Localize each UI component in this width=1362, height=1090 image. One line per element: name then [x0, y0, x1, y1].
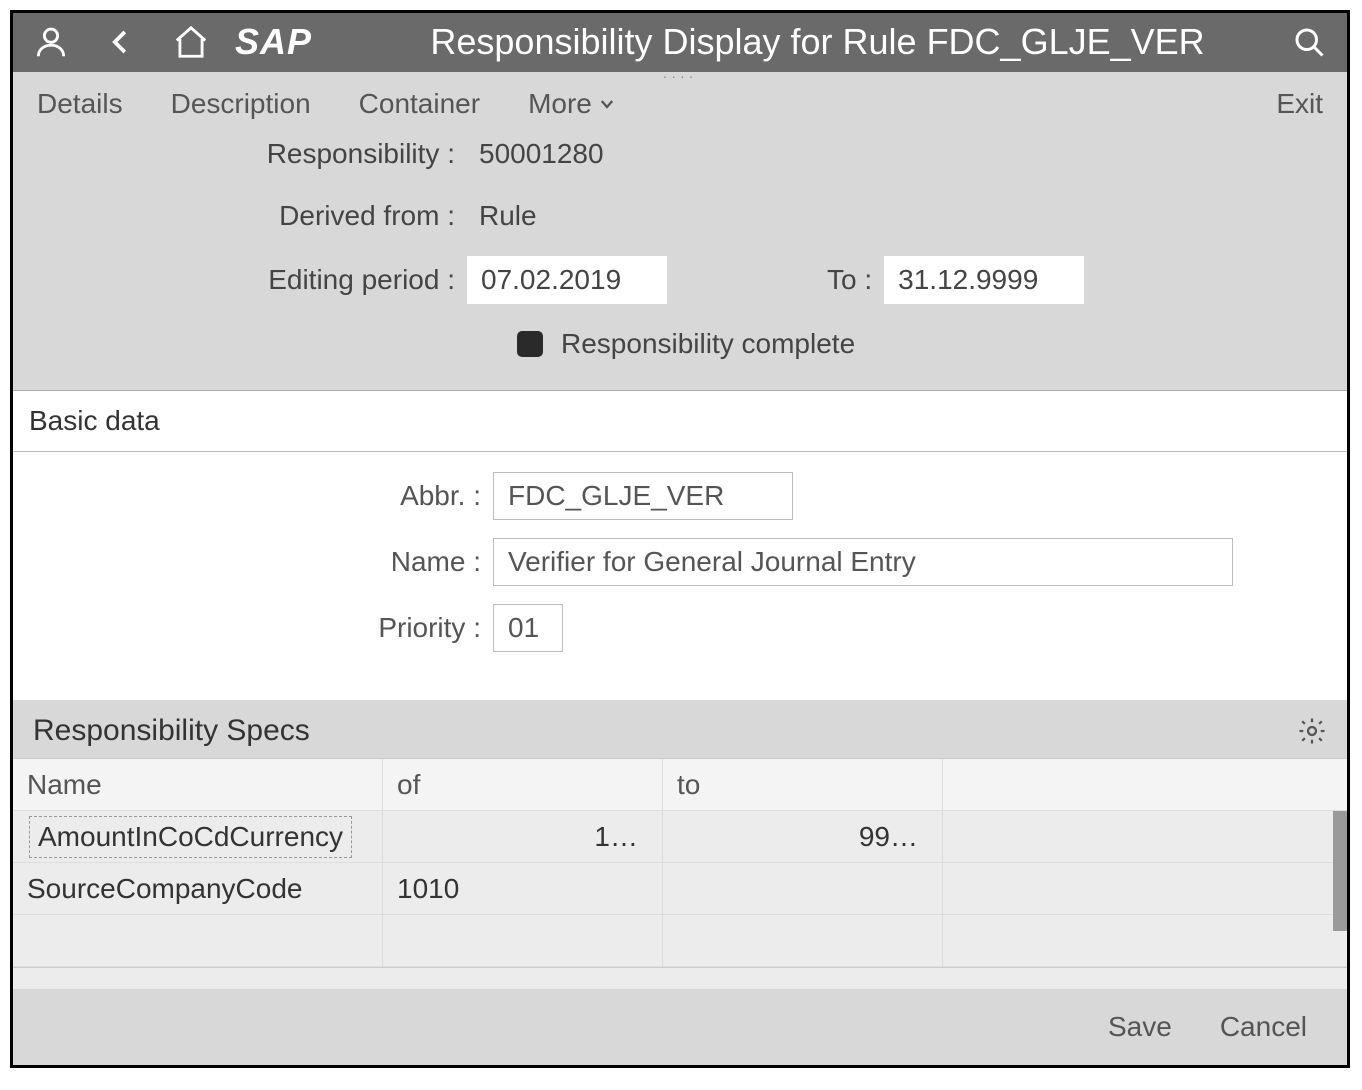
- responsibility-value: 50001280: [467, 132, 616, 176]
- specs-panel: Responsibility Specs Name of to AmountIn…: [13, 700, 1347, 989]
- toolbar-exit[interactable]: Exit: [1276, 88, 1323, 120]
- cell-blank: [943, 811, 1347, 862]
- home-icon[interactable]: [165, 16, 217, 68]
- col-of[interactable]: of: [383, 759, 663, 810]
- derived-from-label: Derived from :: [37, 200, 467, 232]
- cell-of[interactable]: 1010: [383, 863, 663, 914]
- toolbar-details[interactable]: Details: [37, 88, 123, 120]
- toolbar-more[interactable]: More: [528, 88, 616, 120]
- back-icon[interactable]: [95, 16, 147, 68]
- chevron-down-icon: [598, 95, 616, 113]
- priority-input[interactable]: 01: [493, 604, 563, 652]
- sap-logo: SAP: [235, 21, 312, 63]
- bottom-bar: Save Cancel: [13, 989, 1347, 1065]
- basic-data-title: Basic data: [13, 399, 1347, 452]
- col-blank: [943, 759, 1347, 810]
- cell-to[interactable]: [663, 863, 943, 914]
- editing-period-from-input[interactable]: 07.02.2019: [467, 256, 667, 304]
- specs-table-footer: [13, 967, 1347, 989]
- specs-title: Responsibility Specs: [33, 714, 1297, 748]
- cell-name[interactable]: AmountInCoCdCurrency: [13, 811, 383, 862]
- cell-blank: [943, 863, 1347, 914]
- user-icon[interactable]: [25, 16, 77, 68]
- selected-cell[interactable]: AmountInCoCdCurrency: [29, 816, 352, 858]
- name-label: Name :: [13, 546, 493, 578]
- basic-data-panel: Basic data Abbr. : FDC_GLJE_VER Name : V…: [13, 390, 1347, 700]
- page-title: Responsibility Display for Rule FDC_GLJE…: [352, 21, 1283, 63]
- responsibility-complete-checkbox[interactable]: [517, 331, 543, 357]
- derived-from-value: Rule: [467, 194, 549, 238]
- table-row[interactable]: AmountInCoCdCurrency 1… 99…: [13, 811, 1347, 863]
- title-bar: SAP Responsibility Display for Rule FDC_…: [13, 13, 1347, 72]
- cell-to[interactable]: 99…: [663, 811, 943, 862]
- cell-of[interactable]: [383, 915, 663, 966]
- table-row[interactable]: SourceCompanyCode 1010: [13, 863, 1347, 915]
- col-name[interactable]: Name: [13, 759, 383, 810]
- priority-label: Priority :: [13, 612, 493, 644]
- toolbar-container[interactable]: Container: [359, 88, 480, 120]
- toolbar-more-label: More: [528, 88, 592, 120]
- cell-name[interactable]: [13, 915, 383, 966]
- editing-period-to-label: To :: [827, 264, 872, 296]
- cell-name[interactable]: SourceCompanyCode: [13, 863, 383, 914]
- save-button[interactable]: Save: [1108, 1011, 1172, 1043]
- header-form: Responsibility : 50001280 Derived from :…: [13, 128, 1347, 390]
- app-window: SAP Responsibility Display for Rule FDC_…: [10, 10, 1350, 1068]
- cell-blank: [943, 915, 1347, 966]
- responsibility-label: Responsibility :: [37, 138, 467, 170]
- table-row[interactable]: [13, 915, 1347, 967]
- abbr-input[interactable]: FDC_GLJE_VER: [493, 472, 793, 520]
- scrollbar-thumb[interactable]: [1333, 811, 1347, 931]
- toolbar: Details Description Container More Exit: [13, 80, 1347, 128]
- search-icon[interactable]: [1283, 16, 1335, 68]
- cancel-button[interactable]: Cancel: [1220, 1011, 1307, 1043]
- responsibility-complete-label: Responsibility complete: [561, 328, 855, 360]
- specs-table-header: Name of to: [13, 759, 1347, 811]
- name-input[interactable]: Verifier for General Journal Entry: [493, 538, 1233, 586]
- cell-of[interactable]: 1…: [383, 811, 663, 862]
- cell-to[interactable]: [663, 915, 943, 966]
- gear-icon[interactable]: [1297, 716, 1327, 746]
- toolbar-description[interactable]: Description: [171, 88, 311, 120]
- drag-handle[interactable]: ····: [13, 72, 1347, 80]
- col-to[interactable]: to: [663, 759, 943, 810]
- editing-period-label: Editing period :: [37, 264, 467, 296]
- specs-table: Name of to AmountInCoCdCurrency 1… 99… S…: [13, 758, 1347, 989]
- abbr-label: Abbr. :: [13, 480, 493, 512]
- editing-period-to-input[interactable]: 31.12.9999: [884, 256, 1084, 304]
